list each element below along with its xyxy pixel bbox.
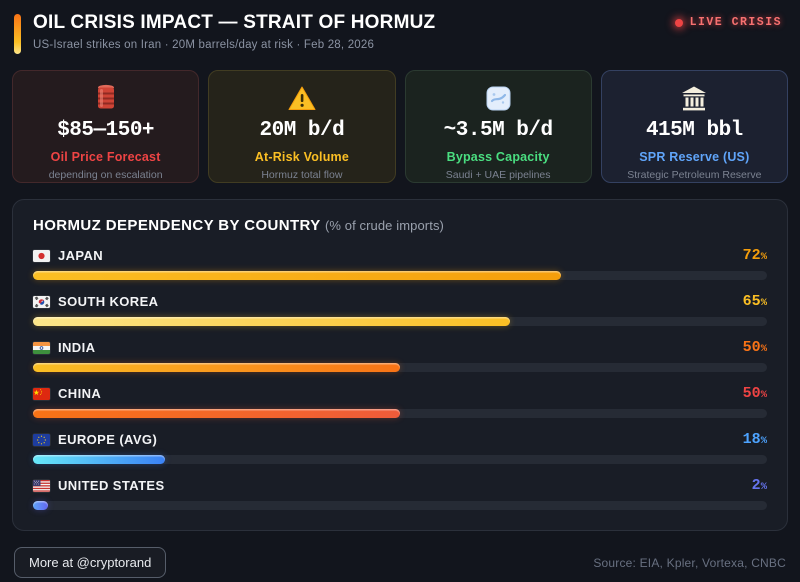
bar-track	[33, 271, 767, 280]
chart-title-sub: (% of crude imports)	[324, 218, 444, 233]
bar-track	[33, 501, 767, 510]
stat-label: Oil Price Forecast	[50, 150, 161, 164]
flag-south-korea-icon	[33, 295, 50, 308]
warning-triangle-icon	[287, 82, 317, 114]
bar-head: INDIA 50%	[33, 339, 767, 356]
more-at-cryptorand-button[interactable]: More at @cryptorand	[14, 547, 167, 578]
pipeline-icon	[485, 82, 512, 114]
bar-track	[33, 363, 767, 372]
chart-title: HORMUZ DEPENDENCY BY COUNTRY (% of crude…	[33, 217, 767, 234]
bar-fill	[33, 317, 511, 326]
stat-card-bypass-capacity: ~3.5M b/d Bypass Capacity Saudi + UAE pi…	[404, 70, 592, 183]
dependency-chart-panel: HORMUZ DEPENDENCY BY COUNTRY (% of crude…	[12, 199, 788, 531]
footer: More at @cryptorand Source: EIA, Kpler, …	[14, 547, 786, 578]
percent-value: 50%	[742, 385, 767, 402]
stat-cards-row: $85—150+ Oil Price Forecast depending on…	[12, 70, 788, 183]
country-label: UNITED STATES	[58, 478, 165, 493]
bar-track	[33, 317, 767, 326]
percent-value: 2%	[751, 477, 767, 494]
bar-fill	[33, 363, 400, 372]
flag-china-icon	[33, 387, 50, 400]
page-title: OIL CRISIS IMPACT — STRAIT OF HORMUZ	[33, 12, 436, 33]
header-accent-bar	[14, 14, 21, 54]
bank-icon	[680, 82, 708, 114]
flag-united-states-icon	[33, 479, 50, 492]
stat-sublabel: Hormuz total flow	[261, 169, 343, 181]
stat-card-oil-price: $85—150+ Oil Price Forecast depending on…	[12, 70, 200, 183]
bar-row-europe: EUROPE (AVG) 18%	[33, 431, 767, 464]
stat-sublabel: depending on escalation	[48, 169, 163, 181]
flag-europe-icon	[33, 433, 50, 446]
bar-row-india: INDIA 50%	[33, 339, 767, 372]
bar-fill	[33, 455, 166, 464]
bar-row-south-korea: SOUTH KOREA 65%	[33, 293, 767, 326]
source-credit: Source: EIA, Kpler, Vortexa, CNBC	[593, 555, 786, 570]
chart-title-main: HORMUZ DEPENDENCY BY COUNTRY	[33, 217, 321, 234]
header-text: OIL CRISIS IMPACT — STRAIT OF HORMUZ US-…	[33, 12, 435, 51]
bar-fill	[33, 409, 400, 418]
percent-value: 65%	[742, 293, 767, 310]
stat-sublabel: Saudi + UAE pipelines	[445, 169, 551, 181]
live-crisis-badge: LIVE CRISIS	[674, 16, 782, 29]
country-label: JAPAN	[58, 248, 104, 263]
stat-sublabel: Strategic Petroleum Reserve	[627, 169, 762, 181]
country-label: EUROPE (AVG)	[58, 432, 158, 447]
flag-india-icon	[33, 341, 50, 354]
percent-value: 18%	[742, 431, 767, 448]
stat-card-at-risk-volume: 20M b/d At-Risk Volume Hormuz total flow	[208, 70, 396, 183]
bar-row-china: CHINA 50%	[33, 385, 767, 418]
country-label: SOUTH KOREA	[58, 294, 159, 309]
live-dot-icon	[674, 18, 683, 27]
bar-head: JAPAN 72%	[33, 247, 767, 264]
bar-head: SOUTH KOREA 65%	[33, 293, 767, 310]
stat-value: 415M bbl	[645, 119, 743, 142]
country-label: CHINA	[58, 386, 102, 401]
stat-value: 20M b/d	[259, 119, 345, 142]
bar-row-japan: JAPAN 72%	[33, 247, 767, 280]
bar-head: EUROPE (AVG) 18%	[33, 431, 767, 448]
bar-fill	[33, 271, 562, 280]
stat-label: At-Risk Volume	[254, 150, 349, 164]
bar-track	[33, 455, 767, 464]
stat-label: Bypass Capacity	[446, 150, 550, 164]
bar-row-united-states: UNITED STATES 2%	[33, 477, 767, 510]
stat-card-spr-reserve: 415M bbl SPR Reserve (US) Strategic Petr…	[600, 70, 788, 183]
live-crisis-label: LIVE CRISIS	[689, 16, 782, 29]
stat-value: ~3.5M b/d	[443, 119, 553, 142]
stat-label: SPR Reserve (US)	[639, 150, 750, 164]
country-label: INDIA	[58, 340, 96, 355]
bar-track	[33, 409, 767, 418]
stat-value: $85—150+	[57, 119, 155, 142]
percent-value: 72%	[742, 247, 767, 264]
bar-head: CHINA 50%	[33, 385, 767, 402]
bar-fill	[33, 501, 48, 510]
page-subtitle: US-Israel strikes on Iran · 20M barrels/…	[33, 39, 375, 51]
oil-barrel-icon	[95, 82, 117, 114]
flag-japan-icon	[33, 249, 50, 262]
percent-value: 50%	[742, 339, 767, 356]
header: OIL CRISIS IMPACT — STRAIT OF HORMUZ US-…	[0, 0, 800, 62]
bar-head: UNITED STATES 2%	[33, 477, 767, 494]
